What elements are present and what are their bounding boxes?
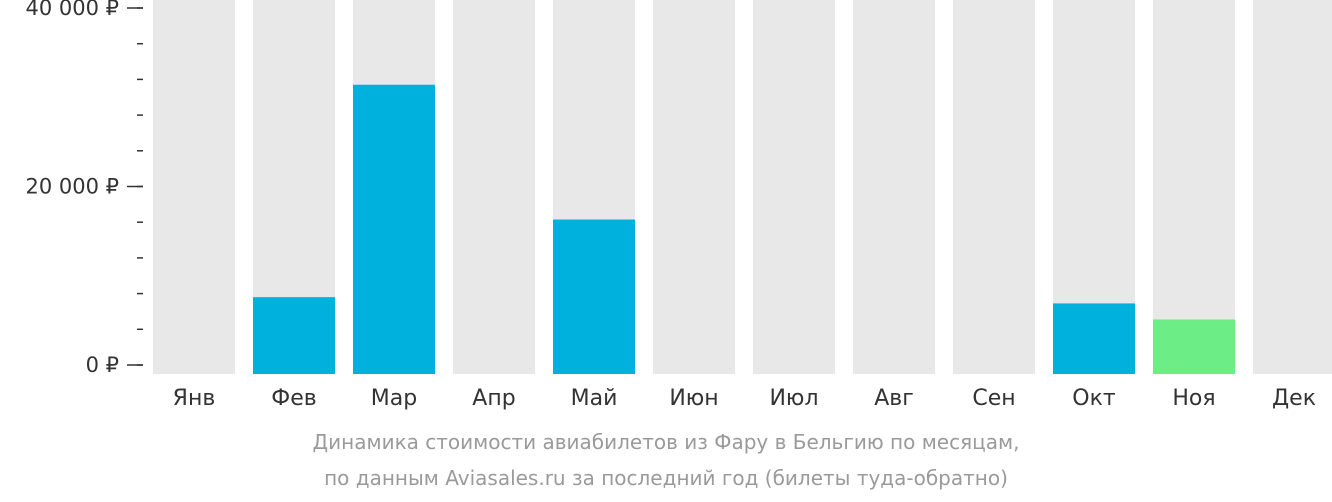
x-tick-label: Ноя	[1172, 386, 1215, 411]
bar-Мар[interactable]	[353, 84, 435, 374]
column-background	[753, 0, 835, 374]
column-background	[153, 0, 235, 374]
x-tick-label: Апр	[472, 386, 515, 411]
x-tick-label: Окт	[1072, 386, 1116, 411]
x-tick-label: Май	[571, 386, 618, 411]
y-tick-label: 0 ₽	[86, 353, 119, 377]
column-background	[1153, 0, 1235, 374]
column-background	[853, 0, 935, 374]
price-chart: 0 ₽ 20 000 ₽ 40 000 ₽ Янв Фев Мар Апр Май Июн Ию…	[25, 0, 1332, 411]
bars	[253, 84, 1235, 374]
x-tick-label: Фев	[271, 386, 316, 411]
x-axis: Янв Фев Мар Апр Май Июн Июл Авг Сен Окт Ноя Дек	[173, 386, 1316, 411]
chart-caption-line2: по данным Aviasales.ru за последний год …	[324, 466, 1008, 490]
y-tick-label: 40 000 ₽	[25, 0, 119, 20]
y-tick-label: 20 000 ₽	[25, 175, 119, 199]
column-background	[453, 0, 535, 374]
bar-Май[interactable]	[553, 219, 635, 374]
y-axis: 0 ₽ 20 000 ₽ 40 000 ₽	[25, 0, 143, 377]
x-tick-label: Янв	[173, 386, 216, 411]
column-background	[1253, 0, 1332, 374]
x-tick-label: Авг	[874, 386, 914, 411]
x-tick-label: Дек	[1272, 386, 1316, 411]
bar-Окт[interactable]	[1053, 303, 1135, 374]
bar-Фев[interactable]	[253, 297, 335, 374]
x-tick-label: Сен	[972, 386, 1015, 411]
x-tick-label: Июн	[669, 386, 718, 411]
column-background	[953, 0, 1035, 374]
x-tick-label: Июл	[769, 386, 818, 411]
chart-caption-line1: Динамика стоимости авиабилетов из Фару в…	[312, 430, 1020, 454]
column-background	[653, 0, 735, 374]
bar-Ноя[interactable]	[1153, 319, 1235, 374]
x-tick-label: Мар	[371, 386, 417, 411]
